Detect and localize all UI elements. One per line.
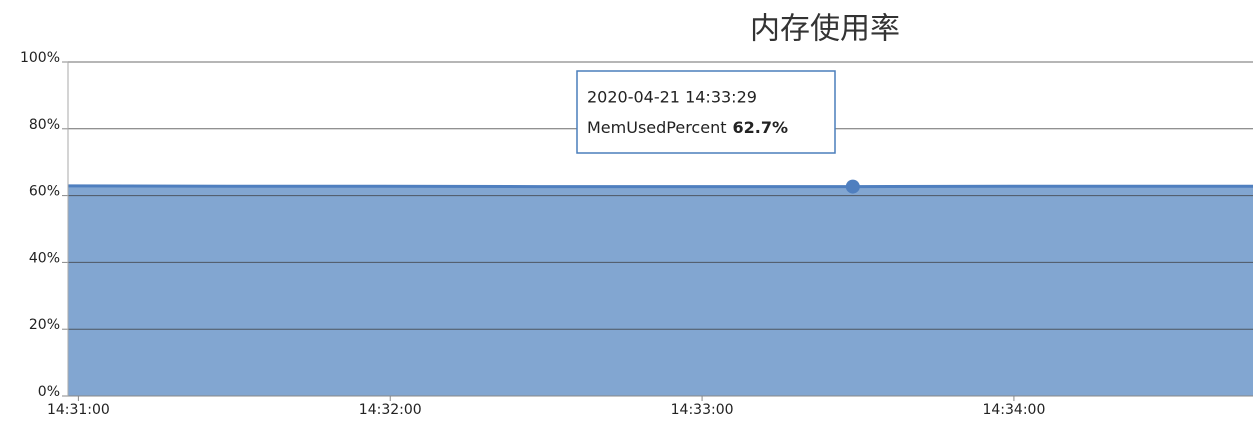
y-tick-label: 80% xyxy=(29,117,60,133)
y-tick-label: 100% xyxy=(20,50,60,66)
x-tick-label: 14:34:00 xyxy=(982,402,1045,418)
x-tick-label: 14:33:00 xyxy=(671,402,734,418)
tooltip-series-name: MemUsedPercent xyxy=(587,118,726,137)
y-tick-label: 60% xyxy=(29,184,60,200)
tooltip-box xyxy=(576,70,836,154)
highlight-point xyxy=(845,179,860,194)
chart-title: 内存使用率 xyxy=(750,12,900,47)
tooltip-title: 2020-04-21 14:33:29 xyxy=(587,88,757,107)
tooltip-row: MemUsedPercent 62.7% xyxy=(587,118,788,137)
tooltip-value: 62.7% xyxy=(732,118,788,137)
x-tick-label: 14:32:00 xyxy=(359,402,422,418)
y-tick-label: 40% xyxy=(29,250,60,266)
line xyxy=(67,184,1253,189)
y-tick-label: 0% xyxy=(38,384,60,400)
x-tick-label: 14:31:00 xyxy=(47,402,110,418)
area xyxy=(68,185,1253,396)
y-tick-label: 20% xyxy=(29,317,60,333)
